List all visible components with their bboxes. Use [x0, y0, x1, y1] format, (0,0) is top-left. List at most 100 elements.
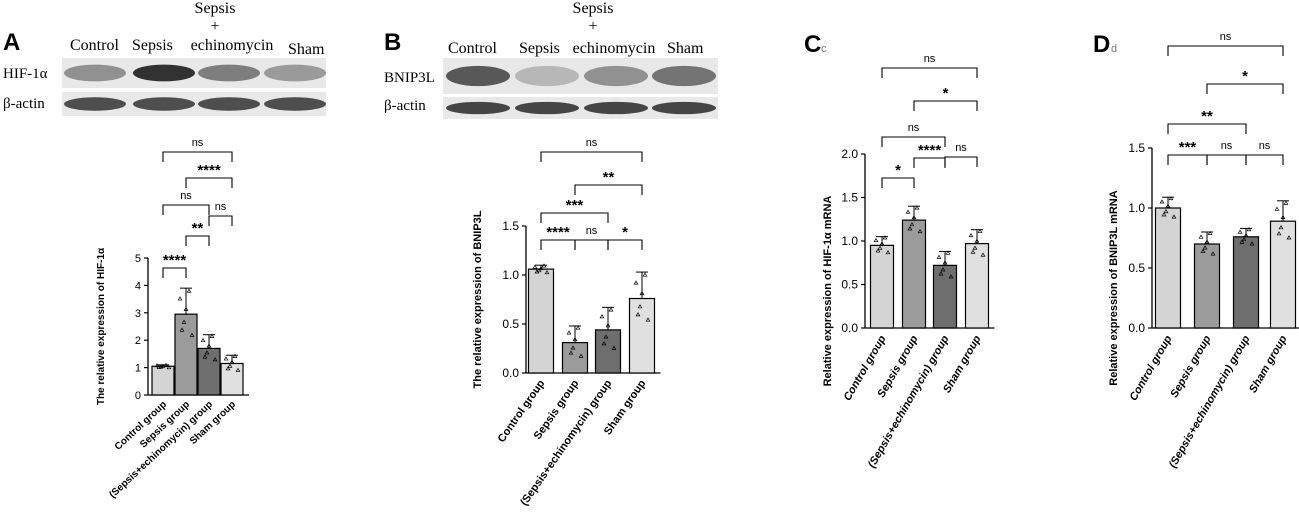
bar — [932, 264, 958, 329]
data-point — [873, 237, 879, 242]
significance-bracket — [162, 204, 210, 215]
data-point — [1159, 199, 1165, 204]
bar-chart-bnip3l-protein: 0.0 0.5 1.0 1.5 The relative expression of B… — [472, 137, 661, 508]
blot-lane-sham: Sham — [667, 40, 704, 57]
data-point — [570, 345, 576, 350]
y-axis-label: The relative expression of BNIP3L — [472, 210, 484, 388]
data-point — [936, 254, 942, 259]
data-point — [1168, 195, 1174, 201]
blot-strip-actin — [443, 97, 718, 119]
bar-chart-hif1a-mrna: 0.0 0.5 1.0 1.5 2.0 Relative expression of HI… — [822, 53, 995, 470]
y-tick-label: 0.5 — [1128, 261, 1145, 275]
data-point — [572, 336, 578, 342]
blot-band — [264, 97, 326, 111]
significance-bracket — [1167, 123, 1247, 134]
panel-letter-b: B — [384, 29, 401, 56]
data-point — [235, 367, 241, 372]
panel-sub-c: c — [821, 43, 827, 55]
significance-label: * — [895, 162, 901, 179]
significance-bracket — [185, 177, 233, 188]
panel-letter-d: D — [1093, 31, 1110, 58]
significance-label: ns — [1220, 31, 1232, 43]
significance-bracket — [881, 177, 915, 188]
bar — [628, 297, 656, 374]
significance-bracket — [1206, 154, 1247, 165]
data-point — [635, 312, 641, 317]
data-point — [948, 274, 954, 279]
significance-label: * — [1242, 68, 1248, 85]
y-tick-label: 1.0 — [502, 268, 519, 282]
data-point — [536, 267, 542, 273]
significance-bracket — [208, 215, 233, 226]
data-point — [611, 345, 617, 350]
data-point — [917, 228, 923, 234]
data-point — [1210, 251, 1216, 256]
data-point — [212, 357, 218, 362]
data-point — [1274, 206, 1280, 211]
data-point — [938, 271, 944, 276]
data-point — [189, 332, 195, 337]
y-tick-label: 2.0 — [841, 147, 858, 161]
significance-bracket — [881, 67, 978, 78]
category-label: (Sepsis+echinomycin) group — [1167, 333, 1253, 470]
data-point — [1161, 212, 1167, 217]
data-point — [544, 269, 550, 275]
blot-band — [652, 65, 716, 87]
data-point — [1202, 245, 1208, 250]
data-point — [223, 356, 229, 361]
blot-lane-sepsis: Sepsis — [519, 40, 560, 57]
significance-bracket — [162, 267, 187, 278]
bar — [869, 244, 895, 329]
data-point — [942, 260, 948, 265]
blot-band — [515, 101, 579, 115]
significance-label: **** — [197, 162, 221, 179]
panel-sub-d: d — [1111, 43, 1117, 55]
y-tick-label: 1.5 — [841, 191, 858, 205]
bar — [174, 313, 198, 396]
data-point — [566, 330, 572, 335]
data-point — [160, 363, 166, 368]
blot-band — [446, 101, 510, 115]
data-point — [177, 296, 183, 301]
data-point — [1200, 248, 1206, 254]
significance-label: ** — [1201, 108, 1213, 125]
data-point — [909, 221, 915, 227]
bar — [901, 219, 927, 329]
data-point — [1204, 239, 1210, 244]
bar — [1154, 207, 1182, 329]
y-tick-label: 2 — [135, 335, 141, 347]
blot-band — [584, 101, 648, 115]
data-point — [156, 364, 162, 369]
blot-band — [198, 64, 260, 82]
significance-bracket — [540, 239, 576, 250]
data-point — [1237, 229, 1243, 234]
data-point — [575, 325, 581, 330]
significance-label: ns — [1221, 140, 1233, 152]
y-tick-label: 0.0 — [502, 366, 519, 380]
significance-label: ns — [908, 122, 920, 134]
data-point — [1243, 232, 1249, 237]
significance-label: *** — [1179, 139, 1197, 156]
significance-label: *** — [566, 197, 584, 214]
western-blot-b: Control Sepsis Sepsis + echinomycin Sham… — [384, 0, 718, 119]
data-point — [227, 363, 233, 368]
data-point — [970, 249, 976, 254]
y-tick-label: 0.5 — [841, 278, 858, 292]
data-point — [204, 350, 210, 355]
bar — [197, 347, 221, 396]
category-label: Control group — [1128, 333, 1175, 403]
significance-bracket — [162, 151, 233, 162]
data-point — [202, 354, 208, 359]
data-point — [578, 353, 584, 358]
data-point — [532, 264, 538, 269]
data-point — [885, 250, 891, 255]
y-tick-label: 1.5 — [502, 219, 519, 233]
y-axis-label: Relative expression of HIF-1α mRNA — [822, 196, 834, 387]
data-point — [907, 226, 913, 231]
significance-bracket — [913, 157, 946, 168]
blot-lane-control: Control — [448, 40, 497, 57]
blot-band — [198, 97, 260, 111]
data-point — [879, 241, 885, 246]
